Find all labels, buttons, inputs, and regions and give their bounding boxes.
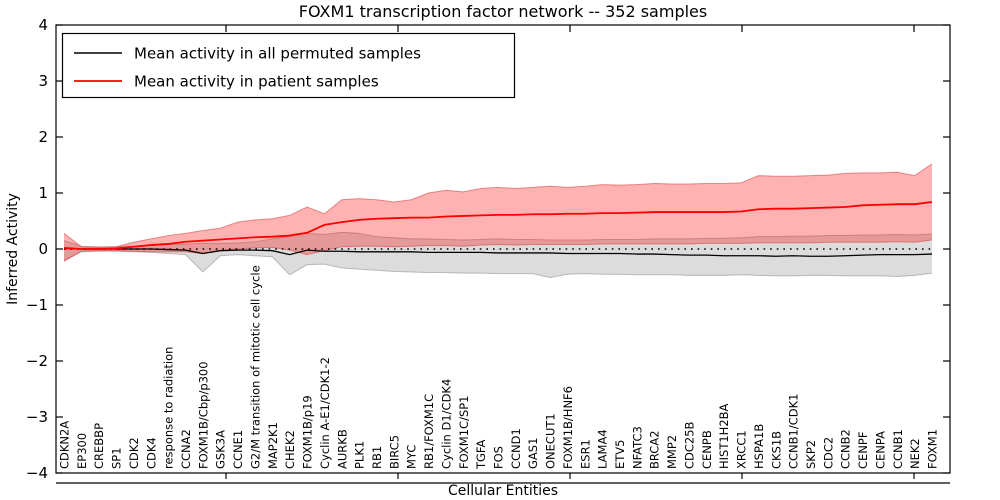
category-label: HIST1H2BA: [717, 403, 731, 469]
legend: Mean activity in all permuted samples Mea…: [61, 32, 516, 99]
category-label: RB1: [370, 446, 384, 469]
category-label: FOXM1C/SP1: [457, 395, 471, 469]
category-label: HSPA1B: [752, 424, 766, 469]
category-label: FOXM1B/HNF6: [561, 386, 575, 469]
chart-title: FOXM1 transcription factor network -- 35…: [298, 2, 708, 21]
category-label: Cyclin D1/CDK4: [439, 379, 453, 469]
category-label: CCNE1: [231, 430, 245, 469]
category-label: XRCC1: [735, 430, 749, 469]
category-label: MMP2: [665, 435, 679, 469]
mean-activity-in-all-permuted-samples-line: [63, 247, 933, 257]
x-axis-ticks: [225, 25, 915, 479]
category-label: Cyclin A-E1/CDK1-2: [318, 357, 332, 469]
legend-label: Mean activity in all permuted samples: [134, 45, 421, 63]
category-label: ESR1: [578, 439, 592, 469]
x-category-labels: CDKN2A EP300 CREBBP SP1 CDK2 CDK4 response to …: [58, 265, 940, 470]
category-label: CDK4: [144, 437, 158, 469]
category-label: FOXM1B/p19: [301, 395, 315, 469]
y-axis-ticks: 4 3 2 1 0 −1 −2 −3 −4: [26, 16, 950, 482]
category-label: MAP2K1: [266, 422, 280, 469]
y-tick-label: −2: [26, 352, 48, 370]
y-tick-label: 4: [38, 16, 48, 34]
category-label: RB1/FOXM1C: [422, 394, 436, 469]
category-label: CDC2: [821, 437, 835, 469]
legend-label: Mean activity in patient samples: [134, 73, 379, 91]
category-label: CCNB2: [839, 429, 853, 469]
category-label: CCNB1: [891, 429, 905, 469]
category-label: CENPB: [700, 430, 714, 469]
category-label: FOXM1B/Cbp/p300: [196, 361, 210, 469]
category-label: TGFA: [474, 440, 488, 470]
category-label: LAMA4: [596, 429, 610, 469]
category-label: MYC: [405, 445, 419, 469]
x-axis-title: Cellular Entities: [447, 483, 559, 499]
category-label: EP300: [75, 433, 89, 469]
category-label: CCNB1/CDK1: [787, 394, 801, 470]
category-label: CENPA: [873, 431, 887, 469]
category-label: SP1: [110, 447, 124, 469]
category-label: FOS: [492, 446, 506, 469]
category-label: GAS1: [526, 438, 540, 469]
category-label: SKP2: [804, 440, 818, 469]
category-label: CDK2: [127, 437, 141, 469]
category-label: NFATC3: [630, 426, 644, 469]
category-label: AURKB: [335, 429, 349, 469]
category-label: CDC25B: [682, 421, 696, 469]
category-label: CKS1B: [769, 431, 783, 469]
category-label: CCND1: [509, 428, 523, 469]
category-label: ONECUT1: [544, 413, 558, 469]
category-label: NEK2: [908, 438, 922, 469]
mean-activity-in-patient-samples-line: [63, 201, 933, 250]
y-tick-label: −4: [26, 464, 48, 482]
category-label: G2/M transition of mitotic cell cycle: [248, 265, 262, 469]
category-label: BRCA2: [648, 430, 662, 469]
category-label: PLK1: [353, 441, 367, 469]
category-label: BIRC5: [387, 435, 401, 469]
category-label: CHEK2: [283, 430, 297, 469]
y-tick-label: 2: [38, 128, 48, 146]
category-label: response to radiation: [162, 347, 176, 469]
y-tick-label: −1: [26, 296, 48, 314]
category-label: CDKN2A: [58, 421, 72, 469]
y-tick-label: −3: [26, 408, 48, 426]
category-label: FOXM1: [926, 429, 940, 469]
category-label: GSK3A: [214, 430, 228, 469]
y-tick-label: 0: [38, 240, 48, 258]
y-tick-label: 3: [38, 72, 48, 90]
y-tick-label: 1: [38, 184, 48, 202]
category-label: CREBBP: [92, 423, 106, 469]
category-label: CENPF: [856, 432, 870, 469]
category-label: ETV5: [613, 440, 627, 469]
category-label: CCNA2: [179, 429, 193, 469]
